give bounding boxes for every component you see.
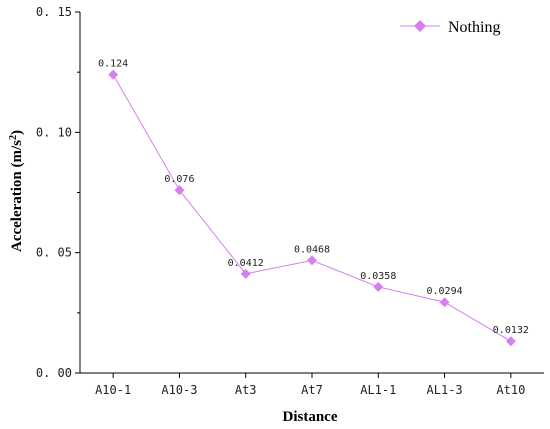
data-value-label: 0.0412 xyxy=(228,258,264,269)
axes: 0. 00 0. 05 0. 10 0. 15 A10-1 A10-3 At3 At7 AL1-… xyxy=(36,5,544,397)
y-tick-label: 0. 00 xyxy=(36,366,72,380)
x-tick-label: At10 xyxy=(496,383,525,397)
x-tick-label: AL1-1 xyxy=(360,383,396,397)
y-tick-label: 0. 05 xyxy=(36,246,72,260)
data-point-marker xyxy=(240,268,251,279)
x-tick-label: At7 xyxy=(301,383,323,397)
data-value-label: 0.0132 xyxy=(493,325,529,336)
legend-diamond-marker xyxy=(414,20,426,32)
x-tick-label: At3 xyxy=(235,383,257,397)
series-layer xyxy=(108,69,516,347)
legend: Nothing xyxy=(400,19,500,36)
data-point-marker xyxy=(307,255,317,266)
data-value-label: 0.124 xyxy=(98,59,128,70)
data-point-marker xyxy=(108,69,119,80)
data-labels: 0.124 0.076 0.0412 0.0468 0.0358 0.0294 0.0132 xyxy=(98,59,529,337)
data-point-marker xyxy=(439,297,450,308)
data-value-label: 0.0294 xyxy=(427,286,463,297)
data-value-label: 0.076 xyxy=(164,174,194,185)
data-value-label: 0.0468 xyxy=(294,244,330,255)
data-value-label: 0.0358 xyxy=(360,271,396,282)
y-axis-title-close: ) xyxy=(9,130,25,135)
y-tick-label: 0. 15 xyxy=(36,5,72,19)
data-point-marker xyxy=(373,281,384,292)
y-axis-title-main: Acceleration (m/s xyxy=(9,140,25,252)
y-axis-title-superscript: 2 xyxy=(8,135,19,140)
data-point-marker xyxy=(174,185,185,196)
series-line-nothing xyxy=(112,74,512,342)
x-tick-label: A10-3 xyxy=(161,383,197,397)
x-tick-label: A10-1 xyxy=(95,383,131,397)
y-tick-label: 0. 10 xyxy=(36,125,72,139)
y-axis-title: Acceleration (m/s2) xyxy=(8,130,26,252)
x-axis-title: Distance xyxy=(283,409,338,425)
x-tick-label: AL1-3 xyxy=(427,383,463,397)
data-point-marker xyxy=(505,336,516,347)
legend-label: Nothing xyxy=(448,19,500,36)
